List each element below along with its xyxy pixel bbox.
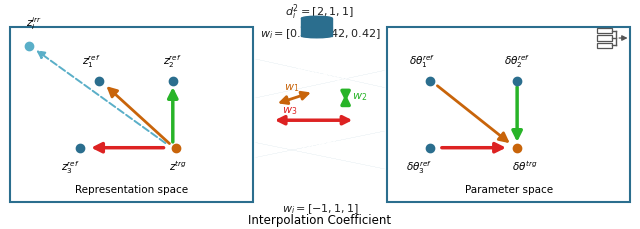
Text: $z_2^{ref}$: $z_2^{ref}$ <box>163 53 182 70</box>
FancyArrowPatch shape <box>255 59 385 88</box>
Text: $w_1$: $w_1$ <box>284 82 299 94</box>
Text: Similarity: Similarity <box>291 61 349 86</box>
Text: $\delta\theta_1^{ref}$: $\delta\theta_1^{ref}$ <box>409 53 436 70</box>
Ellipse shape <box>301 25 332 29</box>
FancyArrowPatch shape <box>255 131 385 158</box>
Text: $w_i = [-1,1,1]$: $w_i = [-1,1,1]$ <box>282 203 358 216</box>
Text: Linear: Linear <box>301 134 339 154</box>
Text: Interpolation Coefficient: Interpolation Coefficient <box>248 214 392 227</box>
Text: $\delta\theta^{trg}$: $\delta\theta^{trg}$ <box>512 159 538 173</box>
Bar <box>597 35 612 41</box>
Text: Parameter space: Parameter space <box>465 185 553 195</box>
Bar <box>597 28 612 33</box>
Text: $w_3$: $w_3$ <box>282 105 297 117</box>
Bar <box>301 27 332 36</box>
Text: $z_i^{irr}$: $z_i^{irr}$ <box>26 15 42 32</box>
Bar <box>387 27 630 202</box>
Text: $w_i = [0.16,0.42,0.42]$: $w_i = [0.16,0.42,0.42]$ <box>260 27 380 41</box>
Text: Representation space: Representation space <box>75 185 188 195</box>
Bar <box>301 18 332 27</box>
Text: $\delta\theta_2^{ref}$: $\delta\theta_2^{ref}$ <box>504 53 531 70</box>
Bar <box>10 27 253 202</box>
Text: $z^{trg}$: $z^{trg}$ <box>169 159 187 173</box>
FancyArrowPatch shape <box>255 142 385 169</box>
Text: $\delta\theta_3^{ref}$: $\delta\theta_3^{ref}$ <box>406 159 433 176</box>
Ellipse shape <box>301 34 332 38</box>
Text: $w_2$: $w_2$ <box>352 91 367 103</box>
Text: $z_1^{ref}$: $z_1^{ref}$ <box>82 53 101 70</box>
Text: $d_i^2 = [2,1,1]$: $d_i^2 = [2,1,1]$ <box>285 2 355 22</box>
FancyArrowPatch shape <box>255 70 385 98</box>
Text: $z_3^{ref}$: $z_3^{ref}$ <box>61 159 80 176</box>
Bar <box>597 43 612 48</box>
Ellipse shape <box>301 16 332 20</box>
